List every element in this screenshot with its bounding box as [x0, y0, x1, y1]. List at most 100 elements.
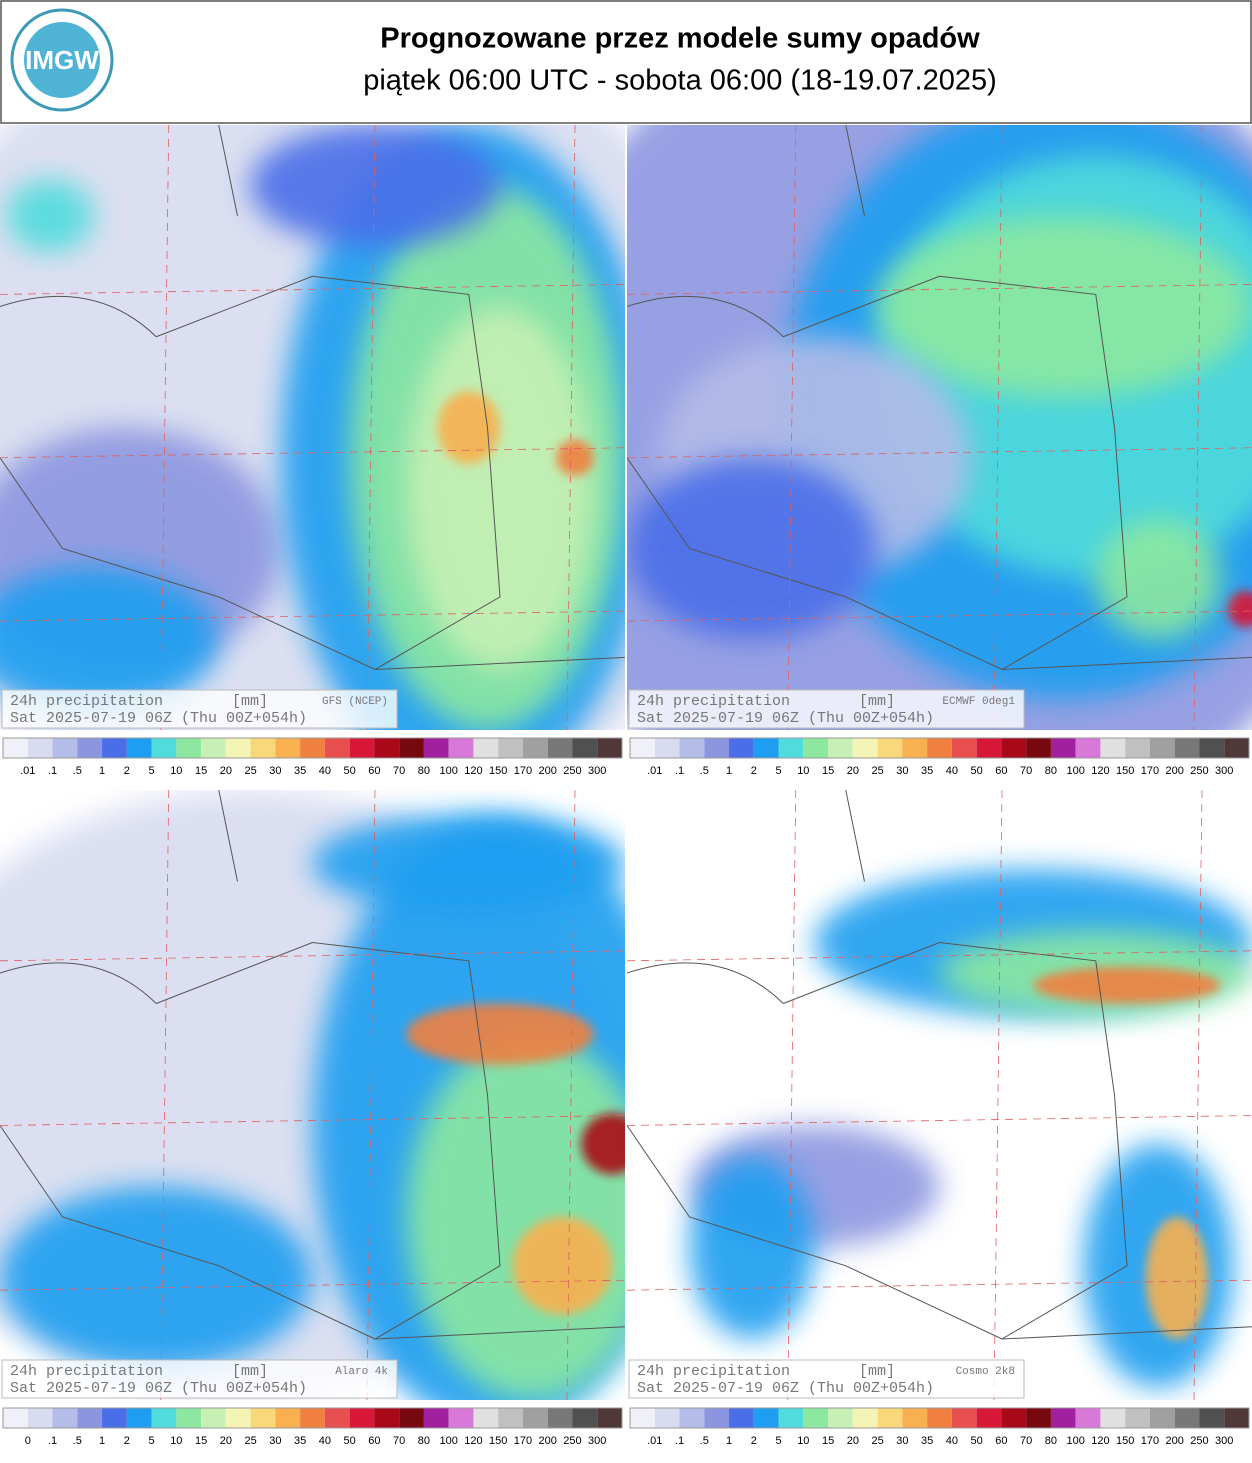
colorbar-label: .1: [675, 1435, 684, 1447]
colorbar-box: [1051, 738, 1076, 758]
colorbar-box: [176, 738, 201, 758]
colorbar-box: [927, 1408, 952, 1428]
colorbar-box: [350, 1408, 375, 1428]
colorbar-label: 200: [1166, 1435, 1184, 1447]
colorbar-box: [449, 738, 474, 758]
colorbar-label: .01: [20, 765, 35, 777]
colorbar-box: [1051, 1408, 1076, 1428]
colorbar-box: [1026, 738, 1051, 758]
colorbar-box: [1175, 738, 1200, 758]
colorbar-label: 40: [319, 1435, 331, 1447]
subtitle: piątek 06:00 UTC - sobota 06:00 (18-19.0…: [363, 65, 997, 97]
colorbar-box: [655, 1408, 680, 1428]
colorbar-box: [449, 1408, 474, 1428]
colorbar-box: [548, 738, 573, 758]
colorbar-box: [102, 738, 127, 758]
colorbar-box: [1150, 738, 1175, 758]
colorbar-label: 20: [847, 765, 859, 777]
colorbar-label: 250: [1190, 765, 1208, 777]
colorbar-box: [1100, 738, 1125, 758]
colorbar-label: 10: [170, 1435, 182, 1447]
colorbar-box: [729, 1408, 754, 1428]
colorbar-box: [1001, 738, 1026, 758]
colorbar-label: 150: [489, 765, 507, 777]
colorbar-box: [1100, 1408, 1125, 1428]
caption-unit: [mm]: [232, 1363, 268, 1380]
colorbar-box: [1026, 1408, 1051, 1428]
colorbar-box: [1224, 1408, 1249, 1428]
colorbar-box: [424, 738, 449, 758]
colorbar-label: 80: [418, 1435, 430, 1447]
colorbar-box: [399, 1408, 424, 1428]
colorbar-label: 120: [464, 765, 482, 777]
colorbar-label: 10: [797, 765, 809, 777]
colorbar-box: [28, 738, 53, 758]
colorbar-box: [1001, 1408, 1026, 1428]
colorbar-box: [53, 738, 78, 758]
colorbar-box: [902, 738, 927, 758]
colorbar-label: 35: [294, 1435, 306, 1447]
colorbar-box: [399, 738, 424, 758]
colorbar-box: [152, 1408, 177, 1428]
colorbar-box: [251, 1408, 276, 1428]
colorbar-label: 300: [588, 1435, 606, 1447]
colorbar-label: 50: [344, 765, 356, 777]
colorbar-label: 80: [1045, 1435, 1057, 1447]
colorbar-box: [275, 1408, 300, 1428]
colorbar-label: 30: [269, 1435, 281, 1447]
colorbar-box: [53, 1408, 78, 1428]
colorbar-box: [754, 1408, 779, 1428]
precip-area: [556, 440, 594, 476]
colorbar-label: 30: [896, 765, 908, 777]
colorbar-label: 70: [1020, 765, 1032, 777]
colorbar-label: 5: [775, 765, 781, 777]
colorbar-box: [201, 738, 226, 758]
precip-area: [438, 391, 501, 464]
colorbar-label: 120: [1091, 1435, 1109, 1447]
colorbar-box: [878, 1408, 903, 1428]
colorbar-box: [498, 738, 523, 758]
colorbar-label: 250: [563, 1435, 581, 1447]
colorbar-label: 40: [946, 765, 958, 777]
title: Prognozowane przez modele sumy opadów: [380, 23, 980, 55]
colorbar-label: .5: [73, 1435, 82, 1447]
colorbar-label: 300: [588, 765, 606, 777]
colorbar-label: .1: [48, 1435, 57, 1447]
colorbar-label: 25: [871, 1435, 883, 1447]
precip-area: [406, 1004, 594, 1065]
colorbar-box: [1199, 1408, 1224, 1428]
colorbar-label: 1: [99, 765, 105, 777]
colorbar-label: 25: [244, 765, 256, 777]
colorbar-box: [680, 1408, 705, 1428]
precip-area: [1033, 967, 1221, 1004]
caption-valid: Sat 2025-07-19 06Z (Thu 00Z+054h): [637, 710, 934, 727]
colorbar-box: [325, 1408, 350, 1428]
caption-label: 24h precipitation: [10, 1363, 163, 1380]
colorbar-box: [655, 738, 680, 758]
colorbar-label: 35: [294, 765, 306, 777]
colorbar-label: 50: [971, 765, 983, 777]
precip-area: [0, 1187, 313, 1370]
colorbar-box: [853, 738, 878, 758]
precip-area: [406, 1034, 656, 1400]
colorbar-label: 200: [539, 765, 557, 777]
colorbar-label: 20: [220, 1435, 232, 1447]
colorbar-box: [28, 1408, 53, 1428]
colorbar-box: [77, 1408, 102, 1428]
colorbar-box: [325, 738, 350, 758]
colorbar-box: [1199, 738, 1224, 758]
colorbar-box: [1076, 738, 1101, 758]
colorbar-box: [952, 1408, 977, 1428]
colorbar-box: [152, 738, 177, 758]
colorbar-label: 100: [440, 765, 458, 777]
colorbar-label: 200: [1166, 765, 1184, 777]
colorbar-label: 150: [1116, 1435, 1134, 1447]
colorbar-label: 50: [344, 1435, 356, 1447]
colorbar-box: [704, 1408, 729, 1428]
colorbar-box: [779, 1408, 804, 1428]
colorbar-label: 2: [124, 1435, 130, 1447]
colorbar-box: [977, 738, 1002, 758]
